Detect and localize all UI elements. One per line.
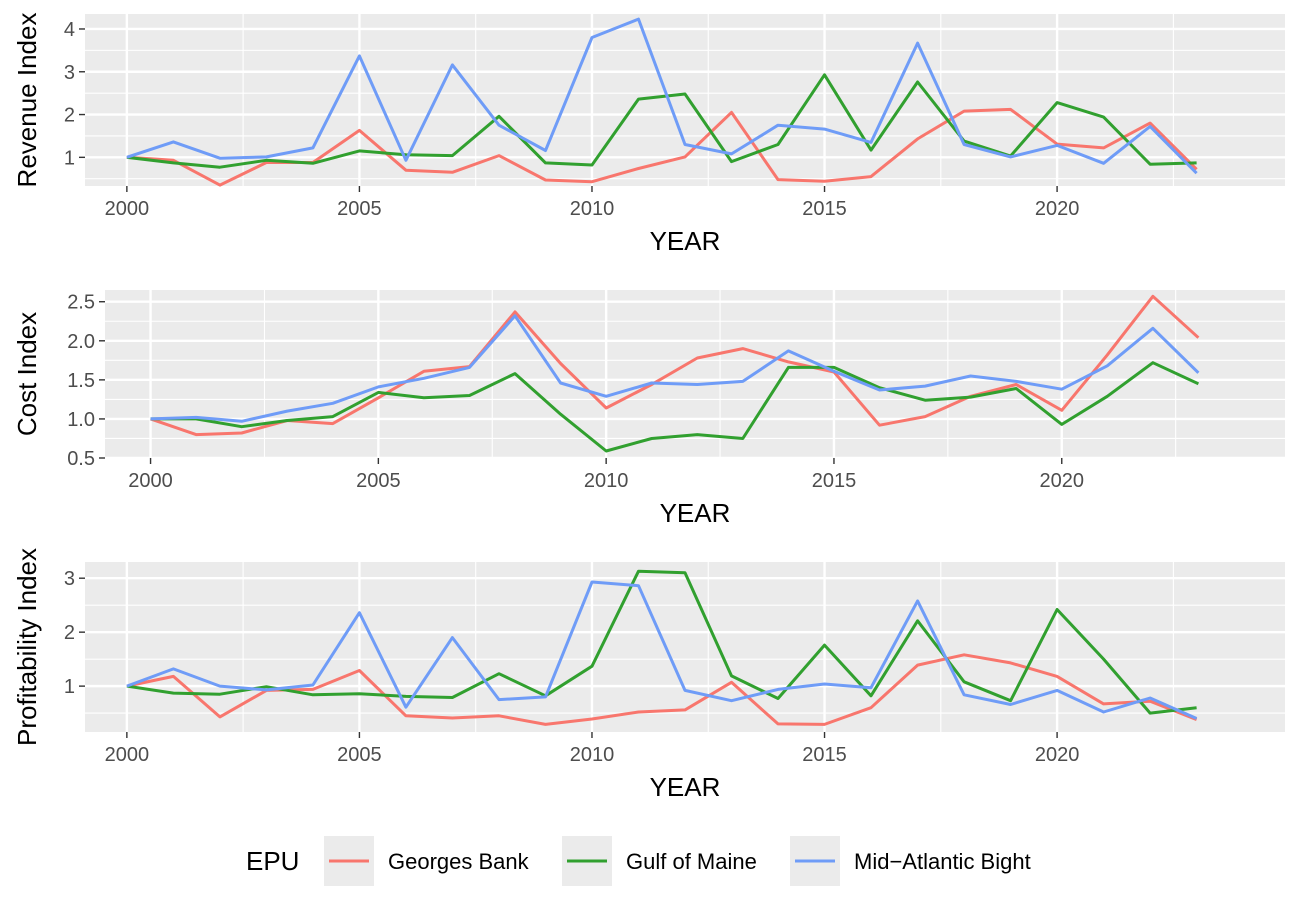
panel-1: 1 2 3 4 2000 2005 2010 2015 2020 YEAR Revenue Inde… bbox=[12, 13, 1285, 256]
x-tick-label: 2000 bbox=[105, 744, 150, 766]
y-tick-label: 2.5 bbox=[67, 292, 95, 314]
panel-3: 1 2 3 2000 2005 2010 2015 2020 YEAR Profitability… bbox=[12, 548, 1285, 802]
panel-background bbox=[105, 290, 1285, 458]
panel-2: 0.5 1.0 1.5 2.0 2.5 2000 2005 2010 2015 2020 YEAR C… bbox=[12, 290, 1285, 528]
y-tick-label: 1 bbox=[64, 147, 75, 169]
x-tick-label: 2010 bbox=[570, 744, 615, 766]
series-line-mid-atlantic-bight bbox=[126, 17, 1198, 175]
y-axis-title: Cost Index bbox=[12, 312, 42, 436]
panel-background bbox=[85, 562, 1285, 732]
y-tick-label: 3 bbox=[64, 568, 75, 590]
series-line-mid-atlantic-bight bbox=[126, 580, 1198, 720]
x-tick-label: 2015 bbox=[802, 744, 847, 766]
y-tick-label: 2 bbox=[64, 622, 75, 644]
x-tick-label: 2015 bbox=[802, 198, 847, 220]
series-line-gulf-of-maine bbox=[126, 569, 1197, 715]
series-line-gulf-of-maine bbox=[126, 73, 1197, 169]
x-tick-label: 2010 bbox=[584, 470, 629, 492]
x-tick-label: 2020 bbox=[1035, 198, 1080, 220]
x-tick-label: 2015 bbox=[812, 470, 857, 492]
y-tick-label: 2.0 bbox=[67, 331, 95, 353]
legend-title: EPU bbox=[246, 846, 299, 876]
x-tick-label: 2000 bbox=[128, 470, 173, 492]
y-axis-title: Revenue Index bbox=[12, 13, 42, 188]
x-tick-label: 2010 bbox=[570, 198, 615, 220]
x-tick-label: 2005 bbox=[356, 470, 401, 492]
y-tick-label: 1 bbox=[64, 676, 75, 698]
legend-label: Mid−Atlantic Bight bbox=[854, 849, 1031, 874]
legend-item: Mid−Atlantic Bight bbox=[790, 836, 1031, 886]
x-tick-label: 2020 bbox=[1040, 470, 1085, 492]
legend-label: Gulf of Maine bbox=[626, 849, 757, 874]
y-tick-label: 2 bbox=[64, 105, 75, 127]
x-tick-label: 2000 bbox=[105, 198, 150, 220]
y-tick-label: 1.5 bbox=[67, 370, 95, 392]
series-line-georges-bank bbox=[150, 294, 1200, 437]
y-tick-label: 4 bbox=[64, 19, 75, 41]
legend-label: Georges Bank bbox=[388, 849, 530, 874]
y-tick-label: 3 bbox=[64, 62, 75, 84]
series-line-georges-bank bbox=[126, 653, 1198, 726]
legend: EPU Georges Bank Gulf of Maine Mid−Atlantic… bbox=[246, 836, 1031, 886]
x-tick-label: 2005 bbox=[337, 744, 382, 766]
x-axis-title: YEAR bbox=[650, 226, 721, 256]
x-axis-title: YEAR bbox=[660, 498, 731, 528]
x-axis-title: YEAR bbox=[650, 772, 721, 802]
y-tick-label: 0.5 bbox=[67, 448, 95, 470]
x-tick-label: 2020 bbox=[1035, 744, 1080, 766]
legend-item: Georges Bank bbox=[324, 836, 530, 886]
y-axis-title: Profitability Index bbox=[12, 548, 42, 746]
series-line-gulf-of-maine bbox=[150, 361, 1200, 453]
legend-item: Gulf of Maine bbox=[562, 836, 757, 886]
y-tick-label: 1.0 bbox=[67, 409, 95, 431]
series-line-mid-atlantic-bight bbox=[150, 314, 1200, 423]
x-tick-label: 2005 bbox=[337, 198, 382, 220]
